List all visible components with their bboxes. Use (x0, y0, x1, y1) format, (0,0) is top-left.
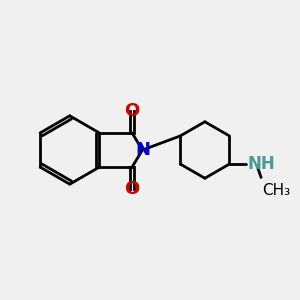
Text: CH₃: CH₃ (262, 183, 291, 198)
Text: N: N (135, 141, 150, 159)
Text: O: O (124, 102, 140, 120)
Text: O: O (124, 180, 140, 198)
Text: NH: NH (247, 154, 275, 172)
